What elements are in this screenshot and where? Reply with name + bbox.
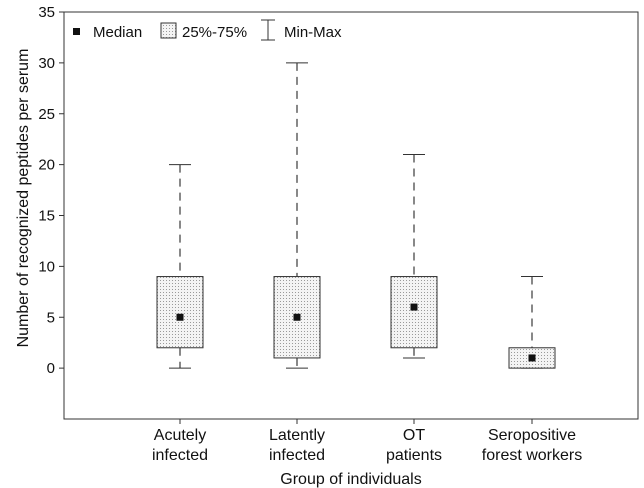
legend-box-symbol — [160, 22, 177, 39]
x-tick-label: infected — [152, 447, 208, 464]
x-tick-label: patients — [386, 447, 442, 464]
legend: Median 25%-75% Min-Max — [73, 19, 342, 41]
box-group — [390, 153, 438, 359]
y-tick-label: 10 — [38, 258, 55, 275]
legend-box-label: 25%-75% — [182, 24, 247, 41]
y-tick-label: 20 — [38, 157, 55, 174]
box-group — [273, 62, 321, 369]
iqr-box — [156, 276, 204, 349]
legend-median-symbol — [73, 28, 80, 35]
median-marker — [410, 303, 418, 311]
legend-whisker-label: Min-Max — [284, 24, 342, 41]
x-tick-label: OT — [403, 427, 425, 444]
box-group — [156, 164, 204, 369]
box-series — [156, 62, 556, 369]
y-tick-label: 5 — [47, 309, 55, 326]
iqr-box — [390, 276, 438, 349]
median-marker — [528, 354, 536, 362]
x-tick-label: forest workers — [482, 447, 582, 464]
x-tick-label: Acutely — [154, 427, 206, 444]
y-tick-label: 30 — [38, 55, 55, 72]
y-tick-label: 15 — [38, 208, 55, 225]
y-tick-label: 0 — [47, 360, 55, 377]
y-tick-label: 35 — [38, 4, 55, 21]
x-axis-title: Group of individuals — [280, 471, 421, 488]
x-axis-labels: Acutely infected Latently infected OT patient… — [152, 419, 582, 464]
y-tick-label: 25 — [38, 106, 55, 123]
x-tick-label: infected — [269, 447, 325, 464]
median-marker — [176, 313, 184, 321]
x-tick-label: Latently — [269, 427, 325, 444]
y-axis: 0 5 10 15 20 25 30 35 — [38, 4, 64, 377]
legend-median-label: Median — [93, 24, 142, 41]
box-group — [508, 276, 556, 369]
median-marker — [293, 313, 301, 321]
legend-whisker-symbol — [261, 19, 275, 41]
x-tick-label: Seropositive — [488, 427, 576, 444]
y-axis-title: Number of recognized peptides per serum — [15, 49, 32, 348]
